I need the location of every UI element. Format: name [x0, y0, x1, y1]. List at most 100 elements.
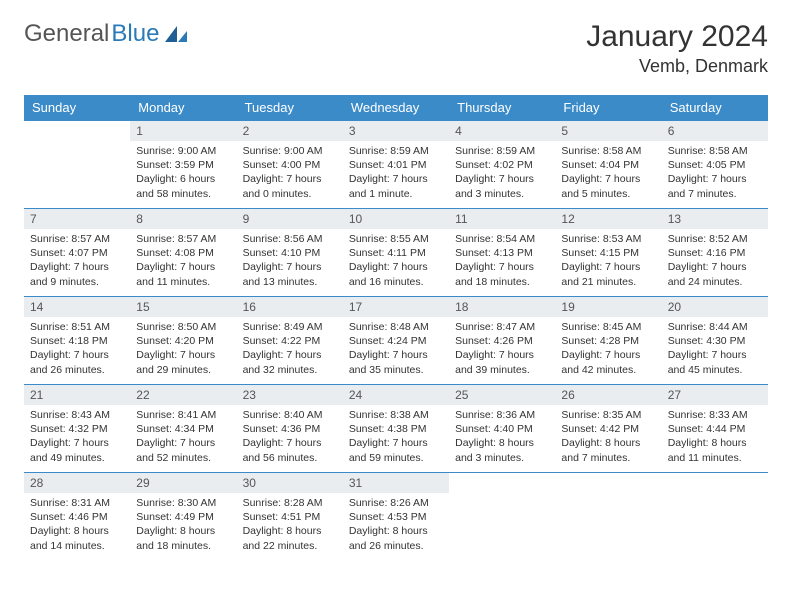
month-title: January 2024 [586, 20, 768, 54]
day-number: 26 [555, 385, 661, 405]
day-number: 5 [555, 121, 661, 141]
day-cell: 12Sunrise: 8:53 AMSunset: 4:15 PMDayligh… [555, 209, 661, 297]
day-cell: 25Sunrise: 8:36 AMSunset: 4:40 PMDayligh… [449, 385, 555, 473]
daylight-text-1: Daylight: 7 hours [561, 172, 655, 186]
day-content: Sunrise: 8:54 AMSunset: 4:13 PMDaylight:… [449, 229, 555, 295]
day-content: Sunrise: 8:52 AMSunset: 4:16 PMDaylight:… [662, 229, 768, 295]
day-number: 3 [343, 121, 449, 141]
location: Vemb, Denmark [586, 56, 768, 77]
daylight-text-2: and 24 minutes. [668, 275, 762, 289]
sunrise-text: Sunrise: 8:58 AM [668, 144, 762, 158]
sunset-text: Sunset: 4:28 PM [561, 334, 655, 348]
daylight-text-2: and 3 minutes. [455, 451, 549, 465]
day-content: Sunrise: 8:53 AMSunset: 4:15 PMDaylight:… [555, 229, 661, 295]
day-cell: 4Sunrise: 8:59 AMSunset: 4:02 PMDaylight… [449, 121, 555, 209]
day-content: Sunrise: 8:49 AMSunset: 4:22 PMDaylight:… [237, 317, 343, 383]
day-number: 6 [662, 121, 768, 141]
sunset-text: Sunset: 4:36 PM [243, 422, 337, 436]
day-content: Sunrise: 8:47 AMSunset: 4:26 PMDaylight:… [449, 317, 555, 383]
day-cell: 20Sunrise: 8:44 AMSunset: 4:30 PMDayligh… [662, 297, 768, 385]
daylight-text-2: and 0 minutes. [243, 187, 337, 201]
weekday-header: Wednesday [343, 95, 449, 121]
sunset-text: Sunset: 4:34 PM [136, 422, 230, 436]
sunrise-text: Sunrise: 8:52 AM [668, 232, 762, 246]
daylight-text-1: Daylight: 7 hours [668, 172, 762, 186]
sunrise-text: Sunrise: 8:59 AM [349, 144, 443, 158]
day-cell: 14Sunrise: 8:51 AMSunset: 4:18 PMDayligh… [24, 297, 130, 385]
daylight-text-1: Daylight: 7 hours [668, 260, 762, 274]
day-content: Sunrise: 8:58 AMSunset: 4:04 PMDaylight:… [555, 141, 661, 207]
daylight-text-2: and 35 minutes. [349, 363, 443, 377]
logo-word2: Blue [111, 20, 159, 48]
weekday-header: Sunday [24, 95, 130, 121]
day-number: 24 [343, 385, 449, 405]
day-cell: 3Sunrise: 8:59 AMSunset: 4:01 PMDaylight… [343, 121, 449, 209]
daylight-text-1: Daylight: 7 hours [243, 436, 337, 450]
day-content: Sunrise: 8:59 AMSunset: 4:02 PMDaylight:… [449, 141, 555, 207]
daylight-text-2: and 26 minutes. [349, 539, 443, 553]
day-cell: 9Sunrise: 8:56 AMSunset: 4:10 PMDaylight… [237, 209, 343, 297]
day-number: 30 [237, 473, 343, 493]
sunrise-text: Sunrise: 8:36 AM [455, 408, 549, 422]
sunrise-text: Sunrise: 8:44 AM [668, 320, 762, 334]
day-content: Sunrise: 8:50 AMSunset: 4:20 PMDaylight:… [130, 317, 236, 383]
daylight-text-1: Daylight: 7 hours [30, 348, 124, 362]
daylight-text-2: and 56 minutes. [243, 451, 337, 465]
day-number: 31 [343, 473, 449, 493]
weekday-row: Sunday Monday Tuesday Wednesday Thursday… [24, 95, 768, 121]
sunset-text: Sunset: 4:38 PM [349, 422, 443, 436]
daylight-text-1: Daylight: 7 hours [349, 348, 443, 362]
day-number: 11 [449, 209, 555, 229]
daylight-text-2: and 29 minutes. [136, 363, 230, 377]
sunset-text: Sunset: 4:22 PM [243, 334, 337, 348]
sunset-text: Sunset: 4:49 PM [136, 510, 230, 524]
day-content: Sunrise: 8:41 AMSunset: 4:34 PMDaylight:… [130, 405, 236, 471]
daylight-text-1: Daylight: 7 hours [243, 172, 337, 186]
day-cell: 17Sunrise: 8:48 AMSunset: 4:24 PMDayligh… [343, 297, 449, 385]
header: GeneralBlue January 2024 Vemb, Denmark [24, 20, 768, 77]
day-cell: 27Sunrise: 8:33 AMSunset: 4:44 PMDayligh… [662, 385, 768, 473]
sunrise-text: Sunrise: 8:31 AM [30, 496, 124, 510]
daylight-text-1: Daylight: 7 hours [243, 348, 337, 362]
day-number: 1 [130, 121, 236, 141]
sunrise-text: Sunrise: 8:35 AM [561, 408, 655, 422]
sunset-text: Sunset: 4:15 PM [561, 246, 655, 260]
day-cell: 23Sunrise: 8:40 AMSunset: 4:36 PMDayligh… [237, 385, 343, 473]
day-content: Sunrise: 8:33 AMSunset: 4:44 PMDaylight:… [662, 405, 768, 471]
sunrise-text: Sunrise: 8:57 AM [136, 232, 230, 246]
sunset-text: Sunset: 4:08 PM [136, 246, 230, 260]
daylight-text-1: Daylight: 7 hours [455, 172, 549, 186]
daylight-text-2: and 58 minutes. [136, 187, 230, 201]
daylight-text-1: Daylight: 8 hours [561, 436, 655, 450]
day-number: 27 [662, 385, 768, 405]
week-row: 28Sunrise: 8:31 AMSunset: 4:46 PMDayligh… [24, 473, 768, 561]
daylight-text-1: Daylight: 8 hours [30, 524, 124, 538]
day-cell [662, 473, 768, 561]
day-number: 12 [555, 209, 661, 229]
sunset-text: Sunset: 4:32 PM [30, 422, 124, 436]
day-content: Sunrise: 8:36 AMSunset: 4:40 PMDaylight:… [449, 405, 555, 471]
sunrise-text: Sunrise: 8:28 AM [243, 496, 337, 510]
daylight-text-1: Daylight: 7 hours [561, 348, 655, 362]
daylight-text-2: and 3 minutes. [455, 187, 549, 201]
sunrise-text: Sunrise: 8:45 AM [561, 320, 655, 334]
day-cell: 18Sunrise: 8:47 AMSunset: 4:26 PMDayligh… [449, 297, 555, 385]
day-number: 21 [24, 385, 130, 405]
sunset-text: Sunset: 4:26 PM [455, 334, 549, 348]
weekday-header: Thursday [449, 95, 555, 121]
day-number: 14 [24, 297, 130, 317]
daylight-text-2: and 7 minutes. [561, 451, 655, 465]
sunrise-text: Sunrise: 8:57 AM [30, 232, 124, 246]
day-content: Sunrise: 8:59 AMSunset: 4:01 PMDaylight:… [343, 141, 449, 207]
day-cell: 6Sunrise: 8:58 AMSunset: 4:05 PMDaylight… [662, 121, 768, 209]
sunrise-text: Sunrise: 8:40 AM [243, 408, 337, 422]
sunset-text: Sunset: 4:20 PM [136, 334, 230, 348]
daylight-text-2: and 18 minutes. [136, 539, 230, 553]
sunrise-text: Sunrise: 8:54 AM [455, 232, 549, 246]
sunrise-text: Sunrise: 8:47 AM [455, 320, 549, 334]
day-cell: 29Sunrise: 8:30 AMSunset: 4:49 PMDayligh… [130, 473, 236, 561]
day-cell: 31Sunrise: 8:26 AMSunset: 4:53 PMDayligh… [343, 473, 449, 561]
daylight-text-1: Daylight: 7 hours [455, 260, 549, 274]
day-content: Sunrise: 8:51 AMSunset: 4:18 PMDaylight:… [24, 317, 130, 383]
logo-sail-icon [163, 24, 189, 44]
